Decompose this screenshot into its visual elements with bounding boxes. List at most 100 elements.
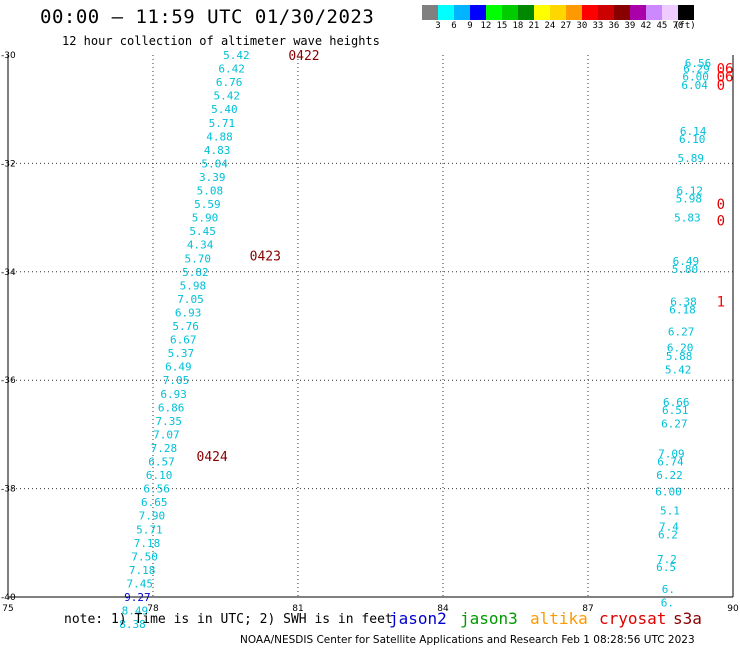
wave-height-value: 5.83	[674, 212, 701, 225]
color-scale-swatch	[598, 5, 614, 20]
color-scale-label: 15	[496, 21, 508, 31]
wave-height-value: 7.05	[163, 374, 190, 387]
wave-height-value: 5.88	[666, 350, 693, 363]
wave-height-value: 3.39	[199, 171, 226, 184]
wave-height-value: 6.2	[658, 529, 678, 542]
wave-height-value: 6.00	[682, 71, 709, 84]
wave-height-value: 7.18	[134, 537, 161, 550]
color-scale-swatch	[502, 5, 518, 20]
wave-height-value: 6.76	[216, 76, 243, 89]
wave-height-value: 5.98	[180, 279, 207, 292]
wave-height-value: 7.07	[153, 428, 180, 441]
wave-height-value: 6.66	[663, 396, 690, 409]
color-scale-label: 18	[512, 21, 524, 31]
color-scale-label: 27	[560, 21, 572, 31]
wave-height-value: 6.56	[685, 57, 712, 70]
units-note: note: 1) Time is in UTC; 2) SWH is in fe…	[64, 612, 393, 627]
wave-height-value: 6.10	[679, 133, 706, 146]
x-tick-label: 87	[582, 604, 593, 614]
wave-height-value: 5.89	[678, 152, 705, 165]
y-tick-label: -40	[1, 593, 16, 603]
wave-height-value: 6.38	[670, 296, 697, 309]
wave-height-value: 4.83	[204, 144, 231, 157]
x-tick-label: 84	[437, 604, 449, 614]
edge-time-label: 0	[717, 78, 725, 94]
color-scale-swatch	[614, 5, 630, 20]
wave-height-value: 6.93	[175, 306, 202, 319]
wave-height-value: 6.22	[656, 469, 683, 482]
wave-height-value: 6.00	[655, 485, 682, 498]
legend-jason3: jason3	[460, 609, 518, 628]
color-scale-swatch	[534, 5, 550, 20]
y-tick-label: -36	[1, 376, 16, 386]
color-scale-labels: 3 6 9 12 15 18 21 24 27 30 33 36 39 42 45 70 (ft)	[422, 21, 740, 33]
wave-height-value: 6.04	[681, 79, 708, 92]
wave-height-value: 5.42	[223, 49, 250, 62]
wave-height-value: 6.14	[680, 125, 707, 138]
wave-height-value: 7.35	[156, 415, 183, 428]
color-scale-label: 9	[467, 21, 473, 31]
wave-height-value: 5.45	[189, 225, 216, 238]
chart-title: 00:00 – 11:59 UTC 01/30/2023	[40, 6, 375, 28]
wave-height-value: 6.42	[218, 63, 245, 76]
wave-height-value: 6.56	[143, 483, 170, 496]
wave-height-value: 5.71	[136, 523, 163, 536]
edge-time-label: 0	[717, 197, 725, 213]
wave-height-value: 6.10	[146, 469, 173, 482]
wave-height-value: 6.49	[673, 255, 700, 268]
wave-height-value: 5.71	[209, 117, 236, 130]
wave-height-value: 7.90	[139, 510, 166, 523]
wave-height-value: 5.42	[214, 90, 241, 103]
legend-cryosat: cryosat	[599, 609, 667, 628]
color-scale-label: 33	[592, 21, 604, 31]
pass-time-label: 0422	[288, 49, 319, 64]
wave-height-value: 7.18	[129, 564, 156, 577]
color-scale-label: 30	[576, 21, 588, 31]
color-scale-swatch	[678, 5, 694, 20]
wave-height-value: 5.08	[197, 185, 224, 198]
color-scale-label: 21	[528, 21, 540, 31]
edge-time-label: 06	[717, 62, 734, 78]
wave-height-value: 5.42	[665, 363, 692, 376]
wave-height-value: 5.90	[192, 212, 219, 225]
wave-height-value: 6.74	[657, 456, 684, 469]
legend-altika: altika	[530, 609, 588, 628]
color-scale-label: 6	[451, 21, 457, 31]
wave-height-value: 6.18	[669, 304, 696, 317]
color-scale-swatch	[438, 5, 454, 20]
color-scale-label: 42	[640, 21, 652, 31]
wave-height-value: 6.	[662, 583, 675, 596]
wave-height-value: 6.67	[170, 334, 197, 347]
color-scale-swatch	[470, 5, 486, 20]
color-scale-label: 45	[656, 21, 668, 31]
wave-height-value: 5.98	[676, 193, 703, 206]
wave-height-value: 4.34	[187, 239, 214, 252]
wave-height-value: 7.2	[657, 553, 677, 566]
wave-height-value: 7.45	[127, 577, 154, 590]
x-tick-label: 78	[147, 604, 159, 614]
credit-line: NOAA/NESDIS Center for Satellite Applica…	[240, 634, 695, 646]
color-scale-swatch	[630, 5, 646, 20]
color-scale-swatch	[582, 5, 598, 20]
y-tick-label: -34	[1, 268, 16, 278]
x-tick-label: 75	[2, 604, 13, 614]
y-tick-label: -32	[1, 159, 16, 169]
wave-height-value: 5.04	[201, 157, 228, 170]
wave-height-value: 6.12	[677, 185, 704, 198]
wave-height-value: 6.27	[668, 325, 695, 338]
pass-time-label: 0423	[250, 250, 281, 265]
wave-height-value: 6.5	[656, 561, 676, 574]
wave-height-value: 9.27	[124, 591, 151, 604]
edge-time-label: 0	[717, 213, 725, 229]
legend-s3a: s3a	[673, 609, 702, 628]
legend-jason2: jason2	[389, 609, 447, 628]
wave-height-value: 7.28	[151, 442, 178, 455]
x-tick-label: 81	[292, 604, 303, 614]
y-tick-label: -38	[1, 485, 16, 495]
color-scale-label: 24	[544, 21, 556, 31]
wave-height-value: 5.80	[672, 263, 699, 276]
wave-height-value: 6.49	[165, 361, 192, 374]
wave-height-value: 6.65	[141, 496, 168, 509]
wave-height-value: 6.27	[661, 418, 688, 431]
